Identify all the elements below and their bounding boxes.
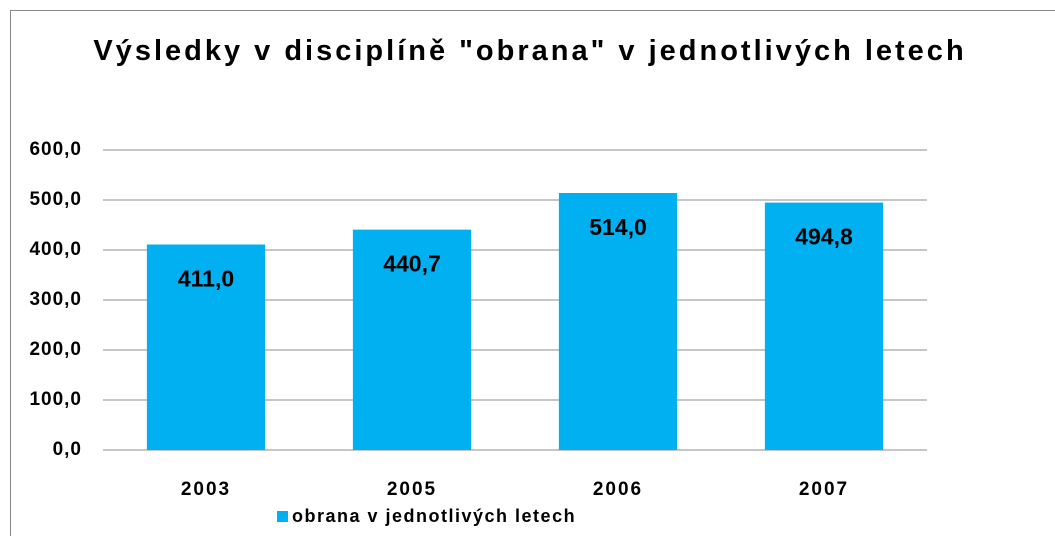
bar bbox=[146, 244, 266, 450]
bar bbox=[558, 193, 678, 450]
bar bbox=[352, 229, 472, 450]
bar bbox=[764, 202, 884, 450]
data-label: 440,7 bbox=[383, 251, 441, 277]
y-tick-label: 0,0 bbox=[53, 439, 82, 460]
data-label: 514,0 bbox=[589, 214, 647, 240]
y-tick-label: 400,0 bbox=[29, 239, 82, 260]
x-tick-label: 2003 bbox=[181, 479, 231, 500]
y-tick-label: 300,0 bbox=[29, 289, 82, 310]
data-label: 494,8 bbox=[795, 224, 853, 250]
chart-border bbox=[10, 10, 1055, 536]
x-tick-label: 2006 bbox=[593, 479, 643, 500]
y-tick-label: 100,0 bbox=[29, 389, 82, 410]
x-tick-label: 2007 bbox=[799, 479, 849, 500]
y-tick-label: 200,0 bbox=[29, 339, 82, 360]
y-tick-label: 500,0 bbox=[29, 189, 82, 210]
y-tick-label: 600,0 bbox=[29, 139, 82, 160]
chart-title: Výsledky v disciplíně "obrana" v jednotl… bbox=[93, 35, 967, 67]
x-tick-label: 2005 bbox=[387, 479, 437, 500]
legend-label: obrana v jednotlivých letech bbox=[292, 506, 576, 526]
legend-swatch bbox=[277, 511, 288, 522]
data-label: 411,0 bbox=[178, 266, 234, 292]
